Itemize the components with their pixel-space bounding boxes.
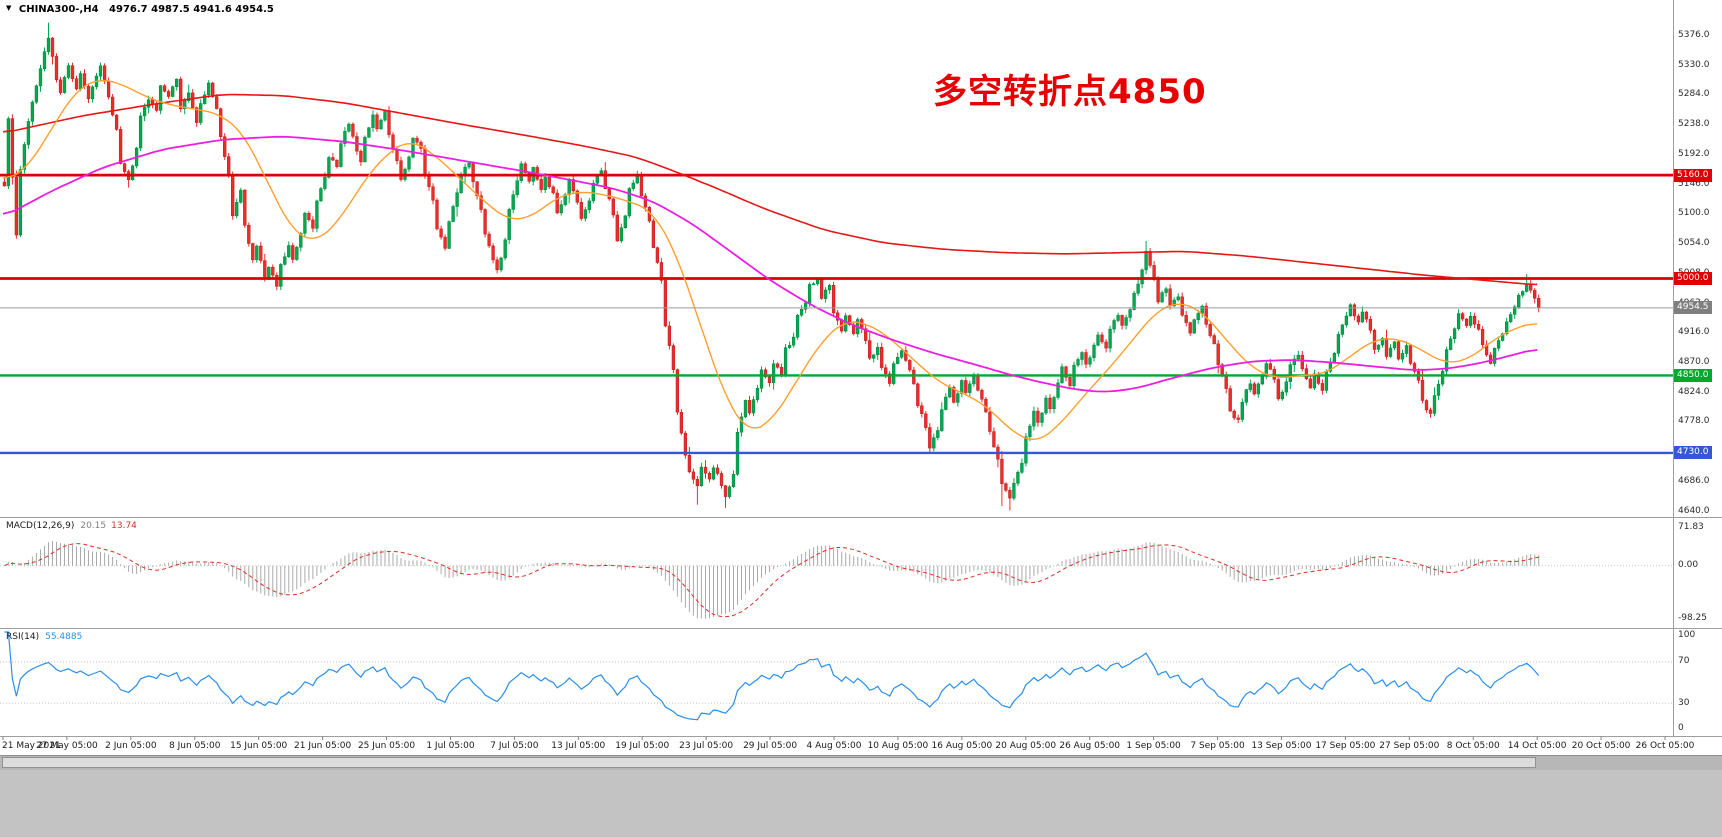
ohlc-values: 4976.7 4987.5 4941.6 4954.5 (109, 4, 274, 15)
rsi-indicator-label: RSI(14) 55.4885 (6, 632, 82, 642)
macd-main-value: 20.15 (80, 521, 107, 531)
symbol-period-label: CHINA300-,H4 (18, 4, 99, 15)
macd-indicator-label: MACD(12,26,9) 20.15 13.74 (6, 521, 137, 531)
ma-medium-magenta (2, 135, 1538, 393)
macd-signal-line (4, 543, 1539, 618)
chart-header: ▼ CHINA300-,H4 4976.7 4987.5 4941.6 4954… (6, 4, 274, 15)
macd-histogram (7, 541, 1540, 619)
bottom-strip (0, 756, 1722, 837)
ma-fast-orange (2, 79, 1538, 440)
time-axis-ticks (2, 736, 1666, 740)
rsi-value: 55.4885 (45, 632, 83, 642)
horizontal-scrollbar-thumb[interactable] (2, 757, 1536, 768)
macd-signal-value: 13.74 (111, 521, 137, 531)
rsi-name: RSI(14) (6, 632, 40, 642)
horizontal-scrollbar-track[interactable] (0, 756, 1722, 770)
macd-name: MACD(12,26,9) (6, 521, 75, 531)
rsi-line (4, 631, 1540, 721)
ma-slow-red (2, 93, 1538, 286)
dropdown-triangle-icon[interactable]: ▼ (6, 4, 12, 12)
horizontal-level-lines[interactable] (0, 173, 1673, 455)
annotation-text: 多空转折点4850 (933, 72, 1207, 112)
candles-layer (2, 22, 1541, 511)
